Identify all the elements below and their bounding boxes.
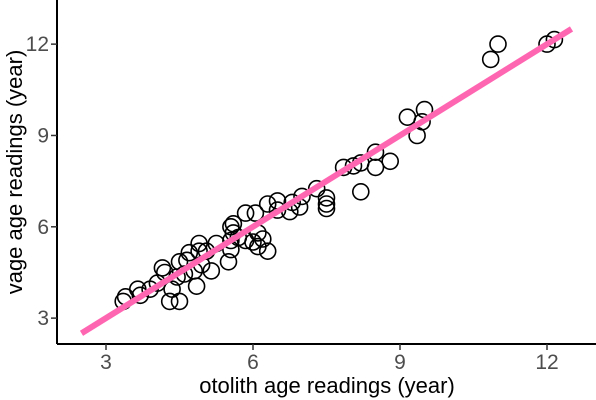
- y-axis-title: vage age readings (year): [2, 50, 27, 295]
- data-point: [160, 292, 179, 311]
- y-tick-label: 6: [37, 216, 49, 239]
- data-point: [180, 243, 199, 262]
- x-tick-label: 9: [394, 351, 406, 374]
- data-point: [317, 189, 336, 207]
- x-tick-label: 6: [247, 351, 259, 374]
- data-point: [187, 277, 206, 296]
- data-point: [222, 231, 240, 250]
- tick-group: 3 6 9 12 3 6 9 12: [26, 33, 559, 374]
- data-point: [481, 50, 500, 69]
- y-tick-label: 12: [26, 33, 49, 56]
- data-point: [246, 204, 265, 222]
- data-point: [381, 152, 400, 171]
- y-tick-label: 9: [37, 124, 49, 147]
- data-point: [317, 195, 336, 213]
- regression-line: [79, 26, 574, 336]
- data-point: [253, 230, 272, 248]
- data-point: [366, 158, 385, 177]
- x-tick-label: 12: [535, 351, 558, 374]
- data-point: [413, 113, 431, 131]
- regression-line-group: [79, 26, 574, 336]
- data-point: [293, 187, 311, 206]
- data-point: [258, 195, 277, 213]
- data-point: [202, 262, 221, 280]
- data-point: [317, 199, 336, 218]
- data-point: [351, 183, 370, 201]
- axes: [56, 0, 596, 345]
- x-tick-label: 3: [100, 351, 112, 374]
- data-point: [258, 242, 277, 260]
- data-point: [489, 35, 507, 53]
- data-points: [114, 30, 564, 311]
- data-point: [398, 108, 417, 126]
- data-point: [244, 233, 262, 251]
- data-point: [236, 204, 255, 222]
- data-point: [219, 252, 238, 271]
- y-tick-label: 3: [37, 307, 49, 330]
- x-axis-title: otolith age readings (year): [199, 373, 455, 398]
- data-point: [170, 292, 189, 311]
- data-point: [545, 30, 564, 49]
